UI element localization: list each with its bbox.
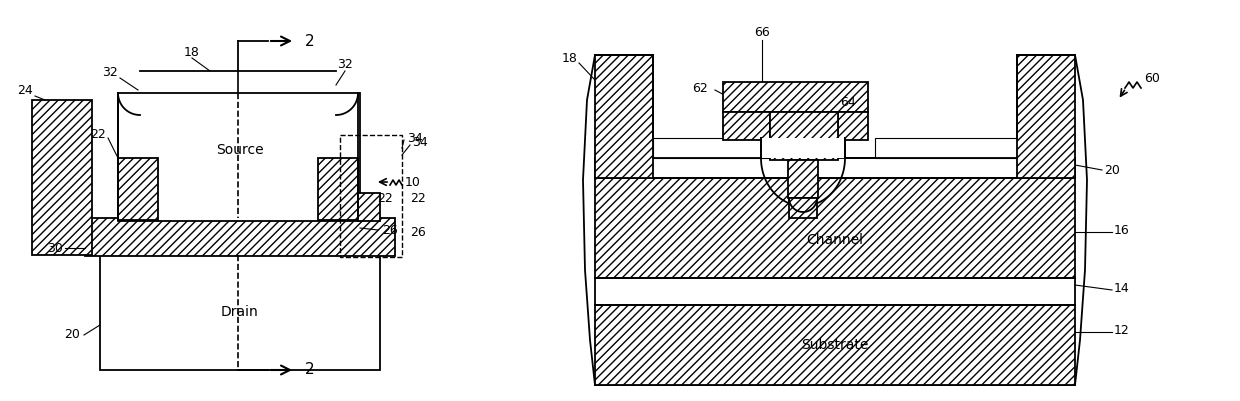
Text: 34: 34: [412, 136, 428, 150]
Text: 20: 20: [64, 328, 79, 342]
Bar: [761, 138, 844, 158]
Text: 18: 18: [562, 51, 578, 65]
Text: 66: 66: [754, 26, 770, 38]
Bar: [595, 278, 1075, 305]
Text: 2: 2: [305, 34, 315, 49]
Text: 24: 24: [17, 83, 33, 97]
Bar: [838, 112, 868, 140]
Bar: [118, 158, 157, 220]
Text: 30: 30: [47, 241, 63, 255]
Bar: [100, 255, 379, 370]
Text: 26: 26: [382, 223, 398, 237]
Bar: [595, 158, 1075, 178]
Text: 22: 22: [377, 192, 393, 205]
Text: 32: 32: [102, 65, 118, 79]
Bar: [595, 178, 1075, 278]
Bar: [787, 160, 818, 198]
Text: Drain: Drain: [221, 305, 259, 319]
Bar: [340, 135, 402, 257]
Bar: [595, 305, 1075, 385]
Text: 60: 60: [1145, 71, 1159, 85]
Text: Channel: Channel: [806, 233, 863, 247]
Bar: [770, 112, 838, 160]
Bar: [86, 218, 396, 256]
Text: 22: 22: [91, 128, 105, 142]
Text: 62: 62: [692, 81, 708, 95]
Bar: [875, 138, 1017, 158]
Bar: [723, 112, 770, 140]
Text: 18: 18: [184, 45, 200, 59]
Text: 20: 20: [1104, 164, 1120, 176]
Text: 16: 16: [1114, 223, 1130, 237]
Bar: [358, 193, 379, 221]
Text: 22: 22: [410, 192, 425, 205]
Text: 10: 10: [405, 176, 420, 188]
Text: 26: 26: [410, 227, 425, 239]
Text: 32: 32: [337, 59, 353, 71]
Bar: [118, 93, 360, 221]
Bar: [317, 158, 358, 220]
Text: 34: 34: [407, 132, 423, 144]
Text: 12: 12: [1114, 324, 1130, 336]
Text: Source: Source: [216, 143, 264, 157]
Bar: [789, 198, 817, 218]
Text: 2: 2: [305, 363, 315, 377]
Bar: [595, 55, 653, 178]
Bar: [653, 138, 795, 158]
Bar: [723, 82, 868, 112]
Bar: [32, 100, 92, 255]
Bar: [1017, 55, 1075, 178]
Text: 64: 64: [841, 95, 856, 109]
Text: 14: 14: [1114, 282, 1130, 294]
Text: Substrate: Substrate: [801, 338, 869, 352]
